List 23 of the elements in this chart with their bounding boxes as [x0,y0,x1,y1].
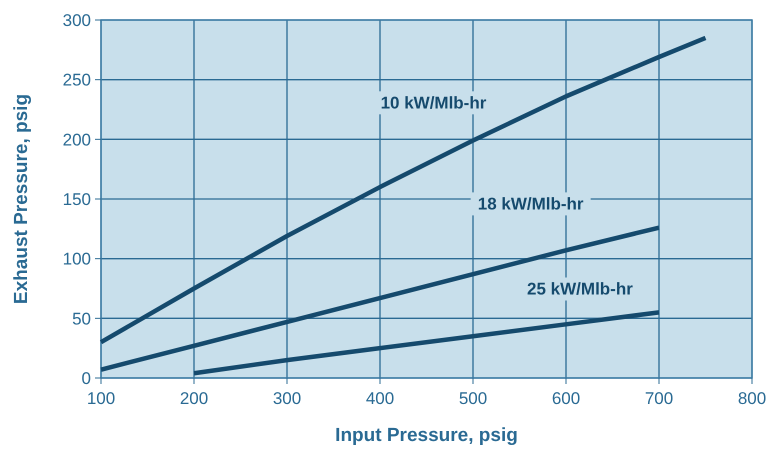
x-tick-label: 100 [86,389,116,408]
x-tick-label: 800 [738,389,766,408]
x-tick-label: 300 [272,389,302,408]
line-series [98,225,662,372]
line-series [192,310,662,376]
series-label: 18 kW/Mlb-hr [478,194,584,214]
y-tick-label: 100 [62,250,91,269]
x-tick-label: 700 [644,389,674,408]
x-tick-label: 400 [366,389,394,408]
line-series [98,36,708,344]
x-axis-title: Input Pressure, psig [335,425,518,446]
series-label: 10 kW/Mlb-hr [380,93,487,112]
y-axis-title: Exhaust Pressure, psig [11,94,32,304]
y-tick-label: 300 [62,11,91,30]
y-tick-label: 50 [72,309,91,328]
x-tick-label: 600 [552,389,580,408]
y-tick-label: 0 [82,369,91,388]
series-label: 25 kW/Mlb-hr [527,280,634,299]
y-tick-label: 200 [62,130,91,150]
y-tick-label: 250 [62,70,91,90]
y-tick-label: 150 [62,190,91,209]
x-tick-label: 200 [180,389,208,408]
x-tick-label: 500 [458,389,488,408]
